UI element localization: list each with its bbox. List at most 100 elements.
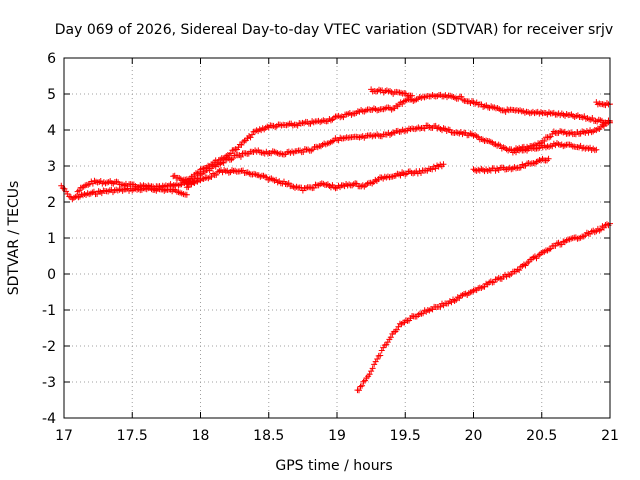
data-point (194, 178, 201, 185)
data-point (454, 129, 461, 136)
data-point (175, 182, 182, 189)
data-point (459, 96, 466, 103)
data-point (374, 88, 381, 95)
chart-title: Day 069 of 2026, Sidereal Day-to-day VTE… (55, 22, 613, 38)
data-point (590, 145, 597, 152)
data-point (498, 145, 505, 152)
data-point (360, 378, 367, 385)
data-point (387, 334, 394, 341)
data-point (440, 161, 447, 168)
data-point (546, 143, 553, 150)
y-tick-label: -3 (42, 375, 56, 391)
data-point (483, 137, 490, 144)
data-point (547, 133, 554, 140)
y-tick-label: -4 (42, 411, 56, 427)
data-point (183, 191, 190, 198)
x-tick-label: 17.5 (117, 428, 148, 444)
data-point (495, 141, 502, 148)
data-point (519, 161, 526, 168)
data-point (213, 171, 220, 178)
x-axis-label: GPS time / hours (275, 458, 392, 474)
data-point (397, 172, 404, 179)
x-tick-label: 19.5 (390, 428, 421, 444)
y-axis-label: SDTVAR / TECUs (6, 181, 22, 296)
data-point (105, 179, 112, 186)
data-point (458, 93, 465, 100)
x-axis-ticks: 17 17.5 18 18.5 19 19.5 20 20.5 21 (55, 58, 619, 444)
data-point (456, 130, 463, 137)
data-point (264, 123, 271, 130)
data-point (386, 174, 393, 181)
data-point (437, 303, 444, 310)
data-point (293, 183, 300, 190)
data-point (420, 310, 427, 317)
data-point (227, 150, 234, 157)
data-point (495, 274, 502, 281)
data-point (593, 146, 600, 153)
series-arc-top-short (368, 86, 416, 100)
data-point (596, 100, 603, 107)
data-point (561, 142, 568, 149)
y-tick-label: 1 (47, 231, 56, 247)
data-point (600, 123, 607, 130)
data-point (208, 173, 215, 180)
data-point (211, 162, 218, 169)
series-arc-late (470, 155, 552, 175)
data-point (541, 137, 548, 144)
data-point (490, 279, 497, 286)
series-arc-late-upper (511, 117, 613, 154)
data-point (546, 134, 553, 141)
data-point (362, 377, 369, 384)
data-point (222, 168, 229, 175)
data-point (366, 371, 373, 378)
data-point (378, 347, 385, 354)
y-tick-label: -2 (42, 339, 56, 355)
data-point (393, 326, 400, 333)
x-tick-label: 21 (601, 428, 619, 444)
data-points (58, 86, 613, 394)
data-point (545, 155, 552, 162)
y-tick-label: 2 (47, 195, 56, 211)
data-point (203, 174, 210, 181)
data-point (237, 153, 244, 160)
x-tick-label: 18.5 (253, 428, 284, 444)
data-point (516, 267, 523, 274)
data-point (566, 130, 573, 137)
data-point (387, 87, 394, 94)
data-point (374, 356, 381, 363)
data-point (216, 167, 223, 174)
data-point (597, 226, 604, 233)
x-tick-label: 20.5 (526, 428, 557, 444)
data-point (506, 272, 513, 279)
data-point (531, 141, 538, 148)
y-tick-label: -1 (42, 303, 56, 319)
data-point (359, 382, 366, 389)
data-point (200, 175, 207, 182)
x-tick-label: 17 (55, 428, 73, 444)
series-arc-rising (354, 220, 613, 394)
y-axis-ticks: -4 -3 -2 -1 0 1 2 3 4 5 6 (42, 51, 610, 427)
data-point (232, 167, 239, 174)
data-point (310, 184, 317, 191)
series-arc-middle (183, 122, 600, 191)
data-point (312, 181, 319, 188)
data-point (357, 383, 364, 390)
data-point (569, 235, 576, 242)
data-point (481, 283, 488, 290)
data-point (389, 173, 396, 180)
data-point (260, 172, 267, 179)
y-tick-label: 0 (47, 267, 56, 283)
data-point (590, 128, 597, 135)
y-tick-label: 3 (47, 159, 56, 175)
data-point (409, 92, 416, 99)
x-tick-label: 19 (328, 428, 346, 444)
y-tick-label: 6 (47, 51, 56, 67)
data-point (170, 181, 177, 188)
data-point (432, 165, 439, 172)
data-point (377, 352, 384, 359)
data-point (205, 175, 212, 182)
x-tick-label: 20 (465, 428, 483, 444)
data-point (307, 184, 314, 191)
data-point (451, 298, 458, 305)
